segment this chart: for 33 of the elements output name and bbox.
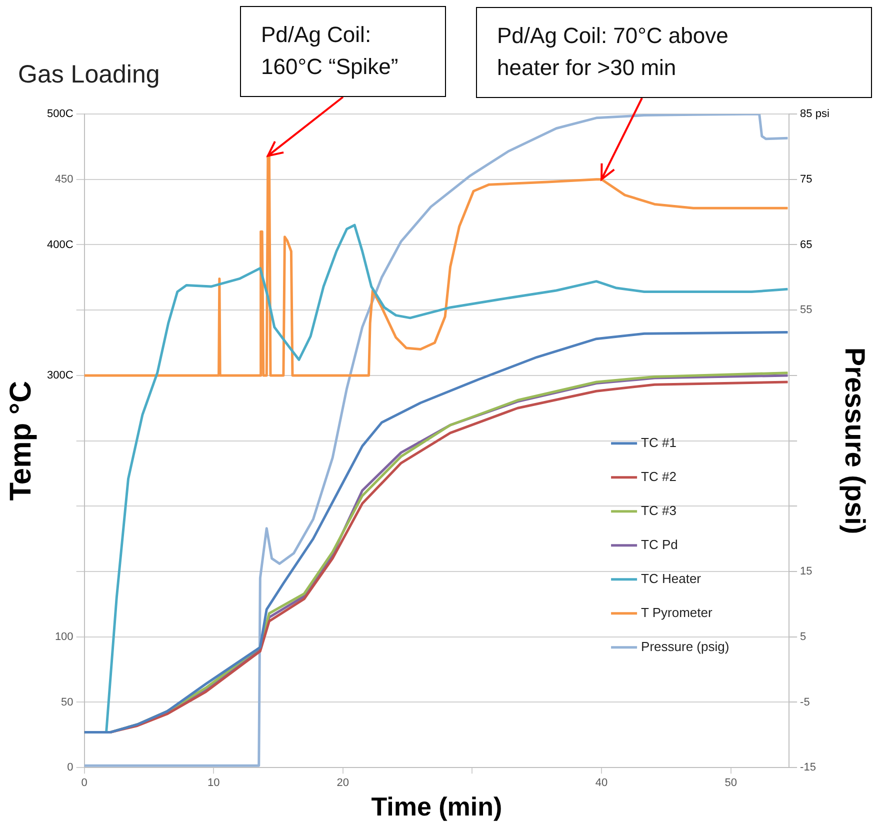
y-axis-title: Temp °C <box>4 380 38 501</box>
annotation: Pd/Ag Coil: 160°C “Spike” <box>240 6 446 97</box>
legend-label: Pressure (psig) <box>641 638 730 654</box>
y2-tick-label: -5 <box>800 696 810 708</box>
y2-axis-title: Pressure (psi) <box>839 347 870 534</box>
annotation: Pd/Ag Coil: 70°C above heater for >30 min <box>476 7 872 98</box>
legend-label: TC #2 <box>641 468 676 484</box>
y2-tick-label: 65 <box>800 238 812 251</box>
legend-label: TC Pd <box>641 536 678 552</box>
y2-tick-label: 85 psi <box>800 108 830 120</box>
y-tick-label: 0 <box>67 762 74 774</box>
y2-tick-label: -15 <box>800 762 816 774</box>
y-tick-label: 300C <box>47 369 74 382</box>
legend-label: TC Heater <box>641 570 702 586</box>
y-tick-label: 450 <box>54 173 74 186</box>
y-tick-label: 400C <box>47 238 74 251</box>
legend-label: TC #1 <box>641 434 676 450</box>
chart-title: Gas Loading <box>18 60 160 88</box>
y2-tick-label: 75 <box>800 173 812 186</box>
x-tick-label: 50 <box>724 777 737 790</box>
x-tick-label: 40 <box>595 777 608 790</box>
legend-label: T Pyrometer <box>641 604 713 620</box>
y2-tick-label: 5 <box>800 630 806 643</box>
x-tick-label: 10 <box>207 777 220 790</box>
legend-label: TC #3 <box>641 502 676 518</box>
y2-tick-label: 15 <box>800 566 812 578</box>
y2-tick-label: 55 <box>800 304 812 316</box>
y-tick-label: 50 <box>61 696 74 708</box>
y-tick-label: 500C <box>47 108 74 120</box>
x-tick-label: 20 <box>336 777 350 790</box>
y-tick-label: 100 <box>54 630 74 643</box>
x-tick-label: 0 <box>81 777 88 790</box>
x-axis-title: Time (min) <box>371 792 502 822</box>
